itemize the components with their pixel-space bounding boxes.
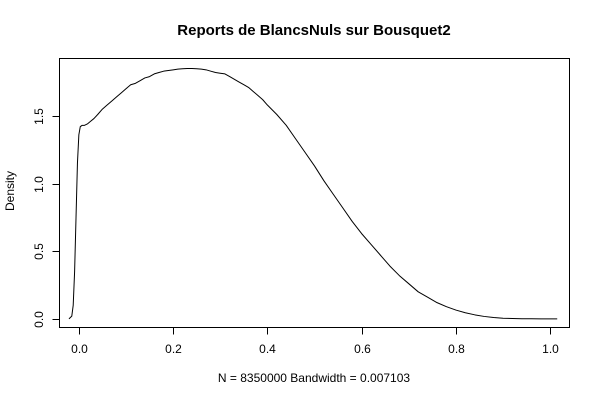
series-layer	[68, 67, 558, 320]
x-axis: 0.0 0.2 0.4 0.6 0.8 1.0	[71, 327, 559, 356]
x-tick-label: 0.0	[71, 342, 88, 356]
x-tick-label: 0.6	[354, 342, 371, 356]
y-tick-label: 1.5	[32, 108, 46, 125]
y-axis: 0.0 0.5 1.0 1.5	[32, 108, 60, 328]
y-tick-label: 1.0	[32, 176, 46, 193]
x-tick-label: 0.2	[165, 342, 182, 356]
y-tick-label: 0.0	[32, 311, 46, 328]
y-tick-label: 0.5	[32, 243, 46, 260]
density-line	[68, 67, 558, 320]
x-tick-label: 0.8	[448, 342, 465, 356]
x-axis-label: N = 8350000 Bandwidth = 0.007103	[218, 371, 410, 385]
chart-title: Reports de BlancsNuls sur Bousquet2	[177, 22, 450, 39]
plot-frame	[59, 58, 570, 328]
x-tick-label: 0.4	[259, 342, 276, 356]
y-axis-label: Density	[3, 171, 17, 211]
x-tick-label: 1.0	[542, 342, 559, 356]
